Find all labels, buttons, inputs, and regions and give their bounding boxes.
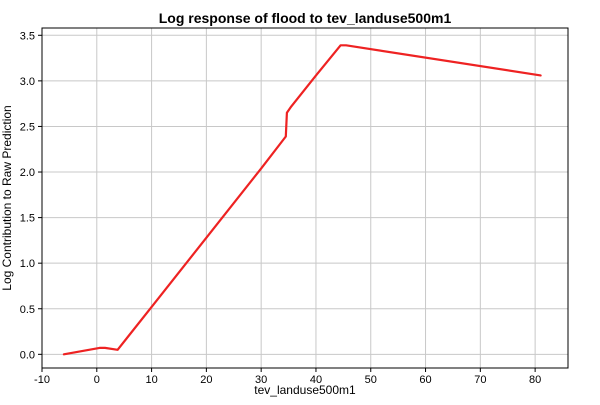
x-tick-label: 50 [365, 374, 377, 386]
grid [41, 28, 568, 368]
x-tick-label: 10 [145, 374, 157, 386]
y-tick-label: 0.0 [20, 349, 35, 361]
x-tick-label: -10 [34, 374, 50, 386]
y-tick-label: 1.5 [20, 213, 35, 225]
x-tick-label: 20 [200, 374, 212, 386]
y-tick-label: 2.0 [20, 167, 35, 179]
x-tick-label: 30 [255, 374, 267, 386]
x-tick-label: 70 [474, 374, 486, 386]
x-tick-label: 80 [529, 374, 541, 386]
x-axis-label: tev_landuse500m1 [254, 383, 356, 397]
y-tick-label: 0.5 [20, 304, 35, 316]
y-tick-label: 3.0 [20, 76, 35, 88]
y-axis-label: Log Contribution to Raw Prediction [0, 105, 14, 290]
y-tick-label: 2.5 [20, 121, 35, 133]
x-tick-label: 40 [310, 374, 322, 386]
x-tick-label: 60 [419, 374, 431, 386]
y-tick-label: 1.0 [20, 258, 35, 270]
plot-frame [41, 27, 569, 369]
series-layer [62, 44, 542, 356]
y-tick-label: 3.5 [20, 30, 35, 42]
series-line [62, 44, 542, 356]
chart-title: Log response of flood to tev_landuse500m… [159, 10, 452, 26]
ticks: -10 0 10 20 30 40 50 60 70 80 0.0 0.5 1.0 1.5 2.0 2.5 3.… [20, 30, 542, 386]
x-tick-label: 0 [94, 374, 100, 386]
